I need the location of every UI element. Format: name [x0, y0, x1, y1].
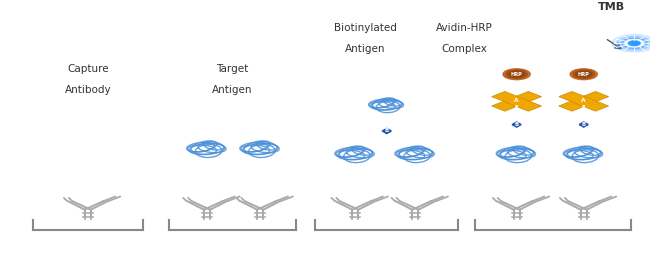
Circle shape — [570, 69, 597, 80]
Circle shape — [503, 69, 530, 80]
Polygon shape — [492, 92, 541, 111]
Text: B: B — [582, 105, 586, 110]
Polygon shape — [492, 92, 541, 111]
Circle shape — [621, 38, 647, 48]
Text: TMB: TMB — [598, 2, 625, 12]
Text: HRP: HRP — [511, 72, 523, 77]
Circle shape — [612, 34, 650, 52]
Circle shape — [573, 70, 595, 79]
Text: Complex: Complex — [442, 44, 488, 54]
Text: B: B — [582, 122, 586, 127]
Text: A: A — [582, 98, 586, 103]
Text: Avidin-HRP: Avidin-HRP — [436, 23, 493, 33]
Circle shape — [508, 71, 525, 77]
Polygon shape — [382, 128, 391, 134]
Text: Antibody: Antibody — [64, 85, 111, 95]
Text: B: B — [385, 128, 389, 133]
Text: B: B — [515, 105, 518, 110]
Circle shape — [575, 71, 592, 77]
Text: B: B — [515, 122, 519, 127]
Text: A: A — [514, 98, 519, 103]
Text: Capture: Capture — [67, 64, 109, 74]
Polygon shape — [559, 92, 608, 111]
Polygon shape — [559, 92, 608, 111]
Circle shape — [629, 41, 640, 45]
Circle shape — [625, 40, 644, 47]
Text: Target: Target — [216, 64, 248, 74]
Polygon shape — [512, 122, 521, 127]
Polygon shape — [579, 122, 588, 127]
Text: Antigen: Antigen — [212, 85, 253, 95]
Text: Biotinylated: Biotinylated — [334, 23, 396, 33]
Text: Antigen: Antigen — [345, 44, 385, 54]
Circle shape — [617, 36, 650, 50]
Text: HRP: HRP — [578, 72, 590, 77]
Circle shape — [506, 70, 528, 79]
